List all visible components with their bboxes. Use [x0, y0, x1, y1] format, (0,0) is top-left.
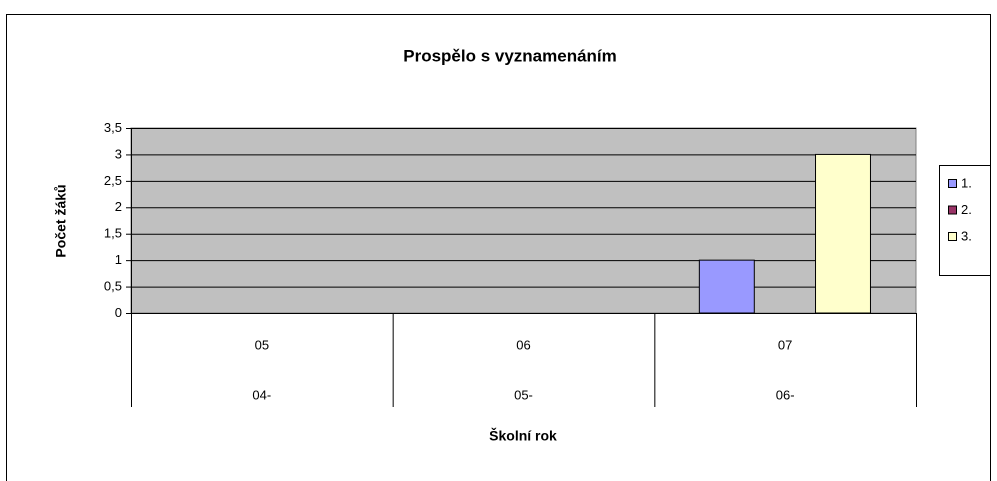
y-tick-label: 3,5	[104, 120, 122, 135]
x-axis-title: Školní rok	[489, 427, 557, 444]
x-tick-sublabel: 06-	[776, 387, 795, 402]
legend-label: 2.	[961, 202, 972, 217]
bar	[698, 259, 755, 314]
x-tick-label: 05	[255, 337, 269, 352]
y-tick-label: 0,5	[104, 279, 122, 294]
legend-label: 3.	[961, 228, 972, 243]
bar	[815, 153, 871, 314]
x-tick-sublabel: 04-	[252, 387, 271, 402]
y-tick-label: 2	[115, 199, 122, 214]
plot-area	[130, 127, 917, 314]
y-tick-label: 1,5	[104, 226, 122, 241]
y-axis-title: Počet žáků	[53, 184, 69, 257]
y-tick-label: 2,5	[104, 173, 122, 188]
y-tick-label: 1	[115, 252, 122, 267]
legend-swatch	[948, 232, 957, 241]
x-tick-label: 06	[516, 337, 530, 352]
chart-title: Prospělo s vyznamenáním	[403, 46, 617, 65]
y-tick-label: 0	[115, 305, 122, 320]
x-tick-label: 07	[778, 337, 792, 352]
legend-swatch	[948, 205, 957, 215]
x-tick-sublabel: 05-	[514, 387, 533, 402]
legend-swatch	[948, 179, 957, 188]
y-tick-label: 3	[115, 146, 122, 161]
legend-label: 1.	[961, 175, 972, 190]
